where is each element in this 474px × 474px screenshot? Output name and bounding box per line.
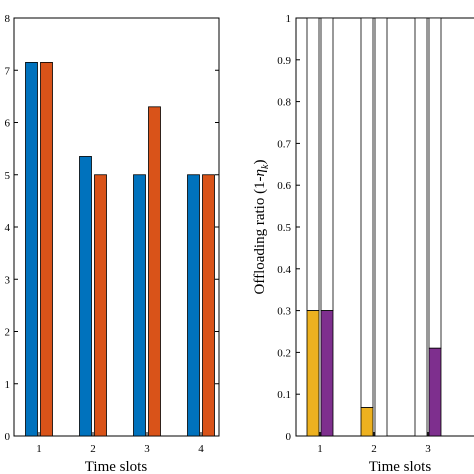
right-y-tick-label: 0.4 bbox=[277, 264, 291, 276]
right-chart: 0 0.1 0.2 0.3 0.4 0.5 0.6 0.7 0.8 0.9 1 1 2 3 Offloa… bbox=[252, 13, 474, 474]
right-bar-series2-slot3 bbox=[428, 347, 442, 437]
right-bar-remainder-series2-slot2 bbox=[374, 17, 388, 437]
right-y-tick-label: 0.2 bbox=[277, 347, 291, 359]
right-y-tick-label: 0.6 bbox=[277, 180, 291, 192]
right-y-tick-label: 0.5 bbox=[277, 222, 291, 234]
left-y-tick-label: 6 bbox=[5, 118, 11, 130]
left-y-tick-label: 5 bbox=[5, 170, 11, 182]
left-bars bbox=[25, 62, 215, 437]
left-bar-series2-slot3 bbox=[148, 106, 161, 437]
left-y-tick-label: 2 bbox=[5, 327, 11, 339]
right-y-tick-label: 0.8 bbox=[277, 97, 291, 109]
right-y-ticks: 0 0.1 0.2 0.3 0.4 0.5 0.6 0.7 0.8 0.9 1 bbox=[277, 13, 300, 443]
right-bar-remainder-series1-slot1 bbox=[306, 17, 320, 312]
right-y-axis-title: Offloading ratio (1-ηk) bbox=[252, 160, 271, 295]
right-bars bbox=[306, 17, 442, 437]
left-x-tick-label: 4 bbox=[198, 443, 204, 455]
right-bar-series1-slot2 bbox=[360, 407, 374, 437]
right-bar-remainder-series1-slot2 bbox=[360, 17, 374, 408]
left-x-tick-label: 1 bbox=[36, 443, 42, 455]
left-bar-series1-slot1 bbox=[25, 62, 38, 437]
left-y-tick-label: 0 bbox=[5, 431, 11, 443]
left-bar-series1-slot2 bbox=[79, 156, 92, 437]
right-y-tick-label: 0 bbox=[286, 431, 292, 443]
left-chart: 0 1 2 3 4 5 6 7 8 1 2 3 4 Time slots bbox=[5, 13, 220, 474]
right-y-tick-label: 0.1 bbox=[277, 389, 291, 401]
left-bar-series1-slot4 bbox=[187, 174, 200, 437]
right-x-tick-label: 1 bbox=[317, 443, 323, 455]
right-bar-series2-slot1 bbox=[320, 310, 334, 437]
right-bar-remainder-series2-slot3 bbox=[428, 17, 442, 349]
left-bar-series2-slot1 bbox=[40, 62, 53, 437]
left-x-tick-label: 2 bbox=[90, 443, 96, 455]
right-x-axis-title: Time slots bbox=[369, 459, 432, 474]
right-bar-remainder-series1-slot3 bbox=[414, 17, 428, 437]
right-bar-remainder-series2-slot1 bbox=[320, 17, 334, 312]
left-bar-series2-slot4 bbox=[202, 174, 215, 437]
right-y-tick-label: 0.7 bbox=[277, 138, 291, 150]
left-x-tick-label: 3 bbox=[144, 443, 150, 455]
left-y-tick-label: 4 bbox=[5, 222, 11, 234]
left-bar-series1-slot3 bbox=[133, 174, 146, 437]
left-y-tick-label: 3 bbox=[5, 274, 11, 286]
right-y-tick-label: 1 bbox=[286, 13, 292, 25]
left-x-axis-title: Time slots bbox=[85, 459, 148, 474]
left-x-ticks: 1 2 3 4 bbox=[36, 432, 204, 455]
right-y-tick-label: 0.3 bbox=[277, 306, 291, 318]
right-x-tick-label: 3 bbox=[425, 443, 431, 455]
right-y-tick-label: 0.9 bbox=[277, 55, 291, 67]
right-x-tick-label: 2 bbox=[371, 443, 377, 455]
left-y-tick-label: 7 bbox=[5, 65, 11, 77]
right-bar-series1-slot1 bbox=[306, 310, 320, 437]
left-y-tick-label: 1 bbox=[5, 379, 11, 391]
left-y-tick-label: 8 bbox=[5, 13, 11, 25]
left-bar-series2-slot2 bbox=[94, 174, 107, 437]
left-y-ticks: 0 1 2 3 4 5 6 7 8 bbox=[5, 13, 219, 443]
right-x-ticks: 1 2 3 bbox=[317, 432, 431, 455]
